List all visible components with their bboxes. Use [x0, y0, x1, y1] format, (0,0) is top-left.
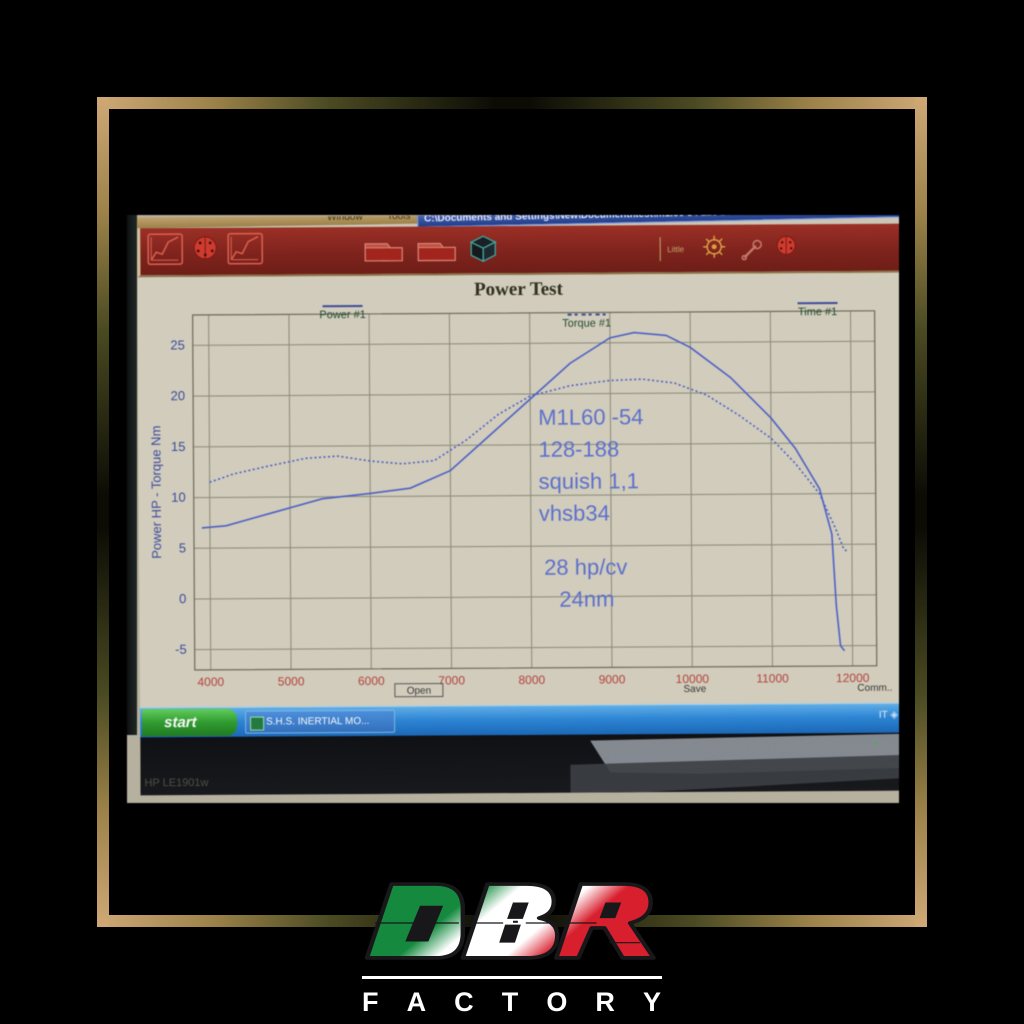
svg-text:15: 15: [171, 439, 186, 454]
svg-text:vhsb34: vhsb34: [539, 500, 610, 525]
svg-text:Little: Little: [667, 245, 685, 254]
svg-text:Time #1: Time #1: [798, 306, 837, 318]
svg-text:28 hp/cv: 28 hp/cv: [544, 554, 627, 580]
svg-text:Power Test: Power Test: [474, 279, 564, 301]
svg-text:10: 10: [171, 490, 186, 505]
svg-text:11000: 11000: [756, 671, 789, 685]
svg-text:9000: 9000: [599, 672, 626, 686]
svg-text:squish 1,1: squish 1,1: [539, 468, 639, 494]
svg-text:Power HP - Torque Nm: Power HP - Torque Nm: [148, 426, 164, 559]
svg-text:5: 5: [179, 540, 186, 555]
svg-text:Comm..: Comm..: [857, 683, 892, 694]
svg-text:25: 25: [170, 337, 185, 352]
svg-text:24nm: 24nm: [559, 586, 614, 611]
svg-text:-5: -5: [175, 642, 187, 657]
svg-text:6000: 6000: [358, 674, 385, 688]
svg-text:Power #1: Power #1: [319, 309, 366, 321]
svg-text:7000: 7000: [438, 673, 465, 687]
svg-text:Save: Save: [683, 684, 706, 695]
svg-text:128-188: 128-188: [538, 436, 619, 461]
svg-text:Torque #1: Torque #1: [562, 317, 611, 329]
svg-text:20: 20: [171, 388, 186, 403]
svg-text:5000: 5000: [278, 674, 305, 688]
svg-text:M1L60 -54: M1L60 -54: [538, 404, 643, 430]
svg-text:Open: Open: [407, 686, 432, 697]
svg-text:4000: 4000: [197, 675, 224, 689]
svg-text:0: 0: [179, 591, 186, 606]
svg-text:8000: 8000: [518, 673, 545, 687]
